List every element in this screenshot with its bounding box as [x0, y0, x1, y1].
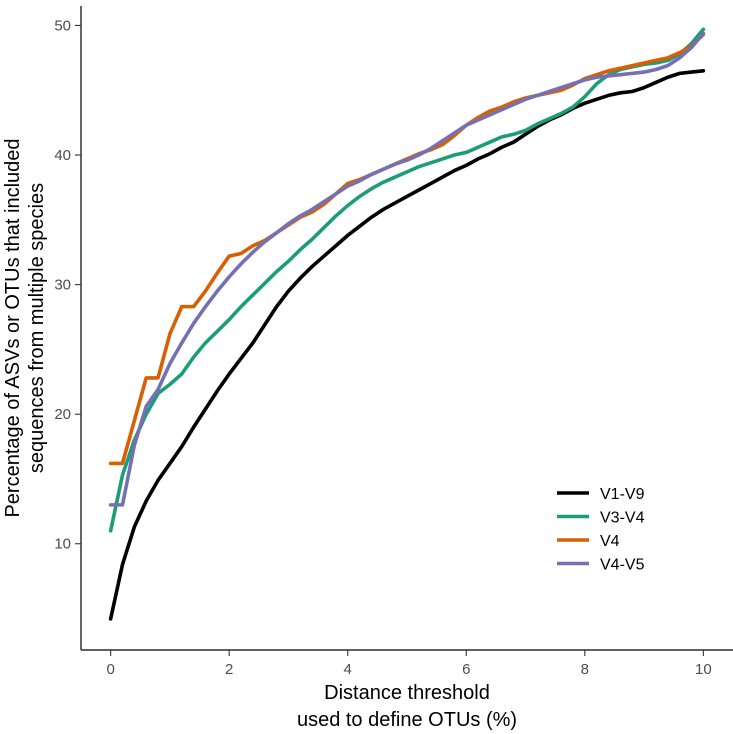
legend-label-v3-v4: V3-V4	[600, 510, 645, 527]
legend: V1-V9 V3-V4 V4 V4-V5	[557, 486, 645, 574]
x-axis-title-line-2: used to define OTUs (%)	[297, 709, 517, 731]
legend-label-v4-v5: V4-V5	[600, 557, 645, 574]
legend-label-v1-v9: V1-V9	[600, 486, 645, 503]
axes	[80, 6, 733, 651]
y-tick-label: 40	[54, 147, 71, 164]
y-tick-label: 30	[54, 277, 71, 294]
x-tick-label: 4	[344, 661, 352, 678]
x-tick-label: 2	[225, 661, 233, 678]
y-tick-label: 20	[54, 406, 71, 423]
x-tick-label: 8	[581, 661, 589, 678]
x-tick-label: 10	[695, 661, 712, 678]
series-line-v4	[108, 32, 706, 466]
x-tick-label: 0	[106, 661, 114, 678]
series-line-v1-v9	[108, 68, 706, 621]
y-axis-title-line-1: Percentage of ASVs or OTUs that included	[2, 138, 24, 517]
y-axis-title-line-2: sequences from multiple species	[26, 183, 48, 473]
x-tick-label: 6	[462, 661, 470, 678]
ticks: 0 2 4 6 8 10 10 20 30 40 50	[54, 17, 711, 678]
x-axis-title-line-1: Distance threshold	[324, 682, 490, 704]
legend-label-v4: V4	[600, 533, 620, 550]
series-line-v4-v5	[108, 31, 706, 507]
series-layer	[108, 27, 706, 621]
y-tick-label: 50	[54, 17, 71, 34]
series-line-v3-v4	[108, 27, 706, 533]
y-tick-label: 10	[54, 536, 71, 553]
